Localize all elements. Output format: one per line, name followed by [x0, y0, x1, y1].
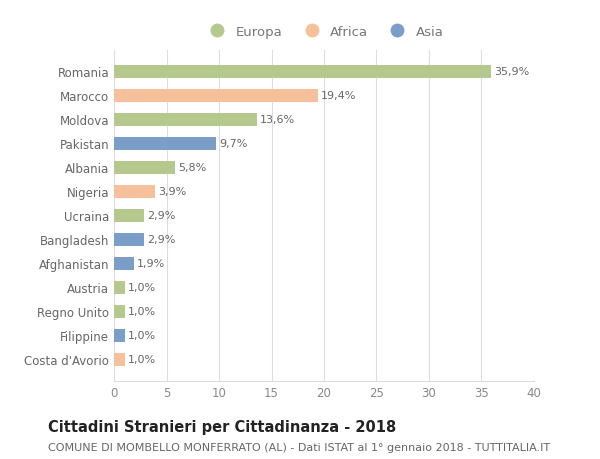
Text: 35,9%: 35,9%	[494, 67, 529, 77]
Text: 1,9%: 1,9%	[137, 258, 166, 269]
Bar	[114, 353, 125, 366]
Text: Cittadini Stranieri per Cittadinanza - 2018: Cittadini Stranieri per Cittadinanza - 2…	[48, 419, 396, 434]
Bar	[114, 233, 145, 246]
Bar	[114, 257, 134, 270]
Text: COMUNE DI MOMBELLO MONFERRATO (AL) - Dati ISTAT al 1° gennaio 2018 - TUTTITALIA.: COMUNE DI MOMBELLO MONFERRATO (AL) - Dat…	[48, 442, 550, 452]
Bar	[114, 66, 491, 78]
Bar	[114, 329, 125, 342]
Text: 1,0%: 1,0%	[128, 354, 156, 364]
Bar	[114, 281, 125, 294]
Text: 1,0%: 1,0%	[128, 283, 156, 292]
Text: 13,6%: 13,6%	[260, 115, 295, 125]
Text: 5,8%: 5,8%	[178, 163, 206, 173]
Text: 1,0%: 1,0%	[128, 330, 156, 341]
Text: 19,4%: 19,4%	[321, 91, 356, 101]
Bar	[114, 90, 318, 103]
Text: 9,7%: 9,7%	[219, 139, 247, 149]
Text: 3,9%: 3,9%	[158, 187, 187, 197]
Bar	[114, 209, 145, 222]
Bar	[114, 113, 257, 127]
Text: 1,0%: 1,0%	[128, 307, 156, 316]
Bar	[114, 185, 155, 198]
Text: 2,9%: 2,9%	[148, 235, 176, 245]
Legend: Europa, Africa, Asia: Europa, Africa, Asia	[199, 21, 449, 44]
Bar	[114, 161, 175, 174]
Text: 2,9%: 2,9%	[148, 211, 176, 221]
Bar	[114, 137, 216, 151]
Bar	[114, 305, 125, 318]
